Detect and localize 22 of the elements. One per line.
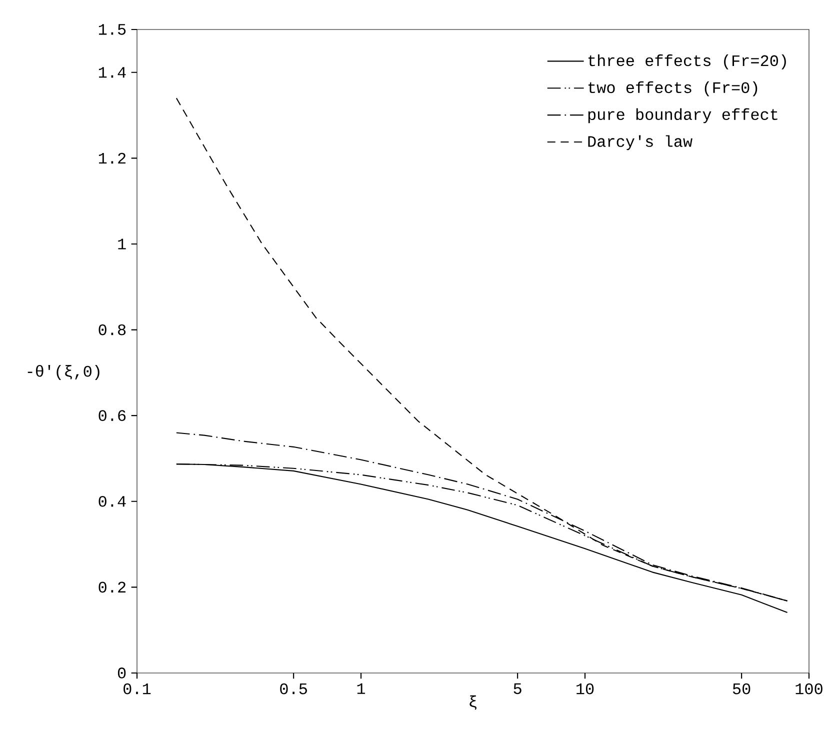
legend-label: three effects (Fr=20) (588, 54, 786, 70)
y-tick-label: 1.2 (98, 152, 126, 164)
x-tick-label: 0.1 (124, 683, 151, 694)
y-tick-label: 1 (118, 238, 126, 250)
y-tick-label: 0.4 (98, 496, 126, 507)
legend-label: two effects (Fr=0) (588, 81, 758, 96)
x-axis-title: ξ (470, 695, 476, 710)
legend-label: Darcy's law (588, 135, 692, 150)
y-tick-label: 0.8 (98, 324, 126, 336)
y-tick-label: 1.5 (98, 24, 126, 35)
x-tick-label: 50 (732, 683, 750, 694)
x-tick-label: 10 (576, 683, 594, 694)
legend-label: pure boundary effect (588, 108, 778, 124)
x-tick-label: 1 (357, 683, 366, 694)
y-tick-label: 0 (118, 668, 126, 678)
y-tick-label: 0.2 (98, 582, 126, 593)
x-tick-label: 100 (796, 683, 822, 694)
y-tick-label: 0.6 (98, 410, 126, 422)
x-tick-label: 5 (514, 683, 522, 694)
y-tick-label: 1.4 (98, 67, 126, 78)
y-axis-title: -θ'(ξ,0) (28, 365, 100, 380)
x-tick-label: 0.5 (280, 683, 307, 694)
